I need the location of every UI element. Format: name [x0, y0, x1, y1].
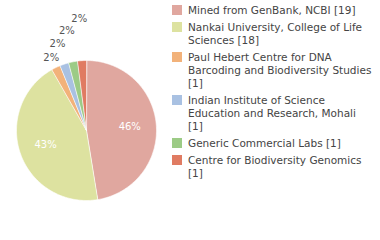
html-text:Generic Commercial Labs [1]: Generic Commercial Labs [1]: [188, 137, 341, 149]
svg-text:43%: 43%: [34, 139, 56, 150]
svg-text:2%: 2%: [50, 38, 66, 49]
html-text:Nankai University, College of: Nankai University, College of Life Scien…: [188, 21, 363, 46]
svg-text:2%: 2%: [71, 13, 87, 24]
html-text:Mined from GenBank, NCBI [19]: Mined from GenBank, NCBI [19]: [188, 4, 356, 16]
html-text:Indian Institute of Science Ed: Indian Institute of Science Education an…: [188, 94, 356, 132]
html-text:Paul Hebert Centre for DNA Bar: Paul Hebert Centre for DNA Barcoding and…: [188, 51, 372, 89]
html-text:Centre for Biodiversity Genomi: Centre for Biodiversity Genomics [1]: [188, 154, 362, 179]
svg-text:2%: 2%: [43, 52, 59, 63]
svg-text:46%: 46%: [119, 121, 141, 132]
svg-text:2%: 2%: [59, 25, 75, 36]
